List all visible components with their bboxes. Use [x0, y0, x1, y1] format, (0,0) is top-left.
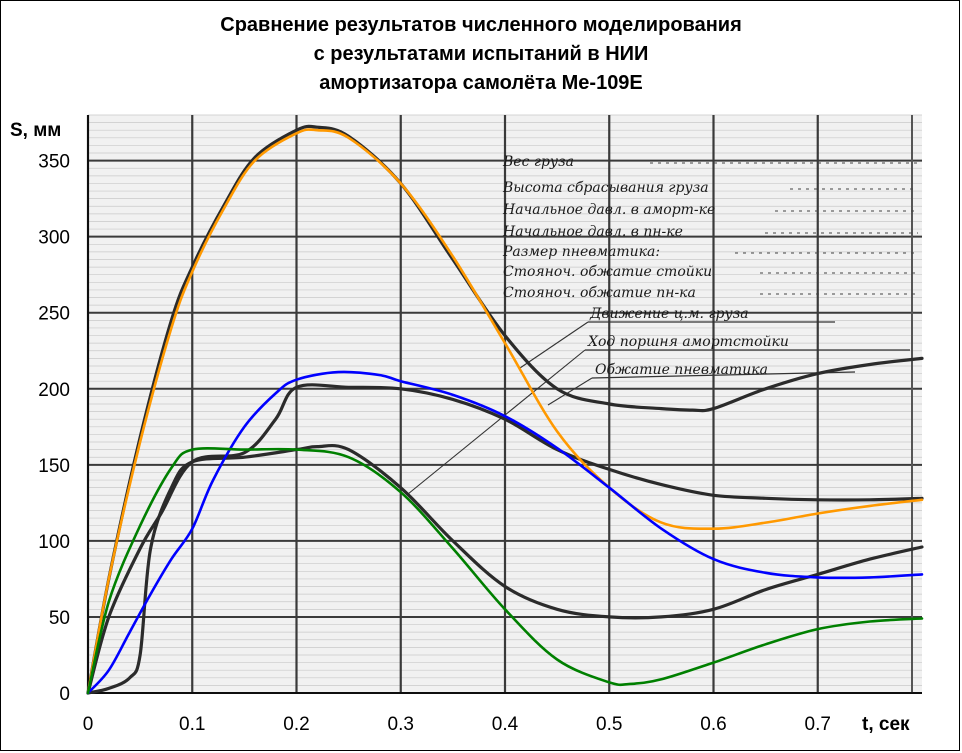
x-tick-label: 0.3: [388, 714, 414, 735]
y-tick-label: 250: [38, 304, 70, 325]
y-tick-label: 100: [38, 532, 70, 553]
chart-title-line-1: Сравнение результатов численного моделир…: [220, 14, 742, 36]
x-tick-label: 0.2: [283, 714, 309, 735]
annotation-label: Ход поршня амортстойки: [587, 334, 789, 350]
annotation-label: Стояноч. обжатие стойки: [503, 264, 712, 280]
annotation-label: Обжатие пневматика: [595, 362, 768, 378]
x-tick-label: 0.5: [596, 714, 622, 735]
series-line-orange: [86, 128, 924, 695]
y-tick-label: 200: [38, 380, 70, 401]
y-tick-label: 350: [38, 152, 70, 173]
x-tick-label: 0.1: [179, 714, 205, 735]
x-axis-label: t, сек: [862, 714, 910, 735]
y-tick-label: 300: [38, 228, 70, 249]
annotation-label: Движение ц.м. груза: [589, 306, 749, 322]
annotation-label: Высота сбрасывания груза: [502, 180, 709, 196]
series-line-blue: [86, 370, 924, 695]
annotation-underline: [591, 371, 856, 379]
x-tick-label: 0.6: [700, 714, 726, 735]
annotation-label: Вес груза: [502, 154, 574, 170]
x-tick-label: 0.4: [492, 714, 519, 735]
annotation-label: Начальное давл. в аморт-ке: [502, 202, 715, 218]
y-axis-label: S, мм: [10, 120, 61, 141]
annotation-label: Стояноч. обжатие пн-ка: [503, 285, 696, 301]
y-tick-label: 0: [59, 684, 70, 705]
annotation-label: Размер пневматика:: [502, 244, 660, 260]
y-tick-label: 150: [38, 456, 70, 477]
annotation-pointer: [519, 321, 589, 369]
annotation-pointer: [547, 377, 593, 406]
chart-title-line-3: амортизатора самолёта Ме-109Е: [319, 72, 643, 94]
series-line-green: [86, 446, 924, 695]
annotation-label: Начальное давл. в пн-ке: [502, 224, 683, 240]
x-tick-label: 0: [83, 714, 94, 735]
x-tick-label: 0.7: [805, 714, 831, 735]
y-tick-label: 50: [49, 608, 70, 629]
annotation-pointer: [407, 349, 586, 495]
chart-title-line-2: с результатами испытаний в НИИ: [313, 43, 649, 65]
